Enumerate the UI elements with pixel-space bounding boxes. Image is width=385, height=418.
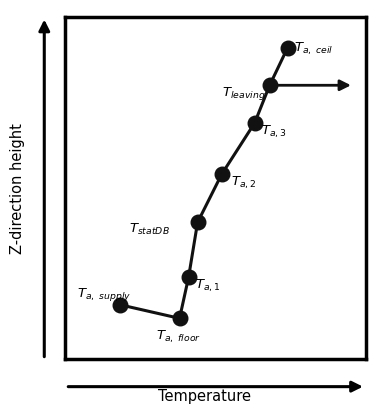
Text: $T_{statDB}$: $T_{statDB}$ xyxy=(129,222,169,237)
Point xyxy=(176,315,182,322)
Text: Z-direction height: Z-direction height xyxy=(10,122,25,254)
Point xyxy=(285,44,291,51)
Text: Temperature: Temperature xyxy=(157,389,251,404)
Point xyxy=(219,171,225,178)
Point xyxy=(116,301,122,308)
Text: $T_{a,2}$: $T_{a,2}$ xyxy=(231,175,256,191)
Text: $T_{a,\ ceil}$: $T_{a,\ ceil}$ xyxy=(294,41,333,58)
Text: $T_{a,1}$: $T_{a,1}$ xyxy=(194,278,220,294)
Text: $T_{a,\ supply}$: $T_{a,\ supply}$ xyxy=(77,286,132,303)
Point xyxy=(266,82,273,89)
Point xyxy=(194,219,201,226)
Point xyxy=(186,274,192,280)
Text: $T_{leaving}$: $T_{leaving}$ xyxy=(222,85,265,102)
Text: $T_{a,3}$: $T_{a,3}$ xyxy=(261,123,286,140)
Text: $T_{a,\ floor}$: $T_{a,\ floor}$ xyxy=(156,329,201,345)
Point xyxy=(251,120,258,126)
